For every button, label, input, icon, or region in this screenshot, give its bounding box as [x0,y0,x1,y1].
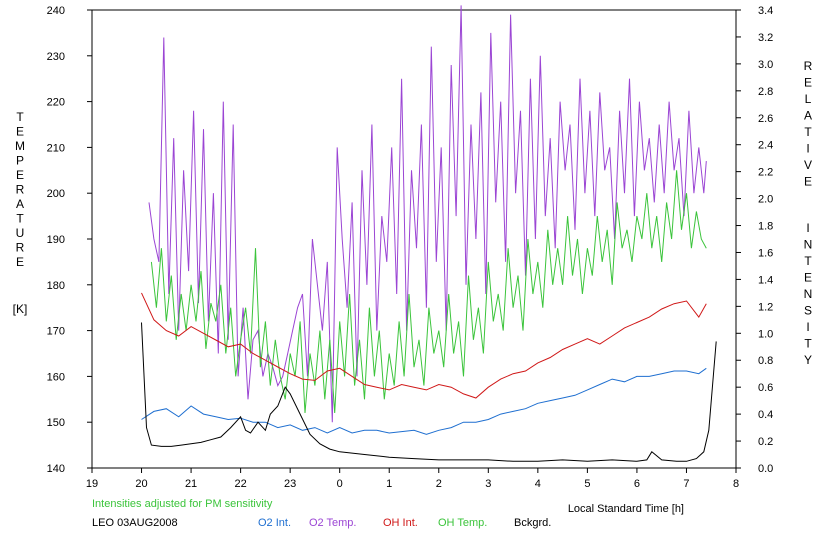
right-tick-label: 0.4 [758,409,773,421]
right-axis-letter: A [804,109,812,123]
left-axis-ticks: 140 150 160 170 180 190 200 210 220 230 240 [47,5,92,475]
left-axis-letter: T [16,212,24,226]
left-axis-letter: E [16,255,24,269]
right-tick-label: 2.4 [758,140,773,152]
series-line-oh-temp [150,170,707,414]
right-tick-label: 3.2 [758,32,773,44]
left-tick-label: 180 [47,280,65,292]
legend-entry: O2 Temp. [309,517,357,529]
right-axis-letter: E [804,271,812,285]
station-label: LEO 03AUG2008 [92,517,178,529]
right-tick-label: 1.0 [758,328,773,340]
right-axis-ticks: 0.0 0.2 0.4 0.6 0.8 1.0 1.2 1.4 1.6 1.8 2.0 2.2 2.4 2… [736,5,773,475]
series-line-o2-int [141,367,707,435]
right-axis-letter: T [804,337,812,351]
x-tick-label: 4 [535,478,541,490]
plot-frame [91,9,737,469]
right-tick-label: 0.2 [758,436,773,448]
right-tick-label: 0.8 [758,355,773,367]
x-tick-label: 22 [234,478,246,490]
right-tick-label: 2.6 [758,113,773,125]
right-tick-label: 2.8 [758,86,773,98]
left-tick-label: 150 [47,417,65,429]
left-axis-letter: M [15,139,25,153]
legend-entry: OH Temp. [438,517,487,529]
right-axis-letter: R [804,59,813,73]
right-axis-letter: N [804,287,813,301]
left-axis-unit: [K] [13,302,28,316]
legend-entry: OH Int. [383,517,418,529]
left-tick-label: 190 [47,234,65,246]
right-axis-letter: I [806,221,809,235]
right-axis-letter: I [806,320,809,334]
series-layer [141,5,717,462]
x-tick-label: 19 [86,478,98,490]
x-tick-label: 7 [683,478,689,490]
right-axis-letter: Y [804,353,812,367]
left-axis-letter: R [16,183,25,197]
x-tick-label: 6 [634,478,640,490]
right-tick-label: 3.4 [758,5,773,17]
right-tick-label: 2.0 [758,194,773,206]
left-axis-letter: T [16,110,24,124]
pm-note: Intensities adjusted for PM sensitivity [92,498,273,510]
right-axis-letter: T [804,254,812,268]
left-tick-label: 140 [47,463,65,475]
right-axis-letter: I [806,142,809,156]
right-axis-letter: S [804,304,812,318]
left-axis-letter: P [16,154,24,168]
right-axis-letter: L [805,92,812,106]
x-tick-label: 1 [386,478,392,490]
right-tick-label: 0.6 [758,382,773,394]
right-tick-label: 1.8 [758,221,773,233]
right-tick-label: 1.2 [758,301,773,313]
legend-entry: O2 Int. [258,517,291,529]
x-axis-label: Local Standard Time [h] [568,503,684,515]
x-axis-ticks: 19 20 21 22 23 0 1 2 3 4 5 6 7 8 [86,468,739,490]
right-axis-letter: E [804,175,812,189]
right-axis-letter: V [804,158,812,172]
legend: O2 Int. O2 Temp. OH Int. OH Temp. Bckgrd. [258,517,551,529]
right-tick-label: 0.0 [758,463,773,475]
left-tick-label: 170 [47,326,65,338]
right-tick-label: 2.2 [758,167,773,179]
x-tick-label: 21 [185,478,197,490]
left-tick-label: 240 [47,5,65,17]
left-tick-label: 160 [47,371,65,383]
right-tick-label: 1.4 [758,274,773,286]
left-axis-letter: E [16,168,24,182]
series-line-o2-temp [148,5,707,423]
left-axis-letter: A [16,197,24,211]
right-axis-letter: E [804,76,812,90]
x-tick-label: 3 [485,478,491,490]
right-tick-label: 3.0 [758,59,773,71]
x-tick-label: 2 [436,478,442,490]
left-tick-label: 210 [47,142,65,154]
x-tick-label: 5 [584,478,590,490]
right-axis-letter: N [804,238,813,252]
left-tick-label: 230 [47,51,65,63]
x-tick-label: 20 [135,478,147,490]
left-tick-label: 200 [47,188,65,200]
left-axis-letter: U [16,226,25,240]
left-axis-letter: E [16,125,24,139]
x-tick-label: 23 [284,478,296,490]
right-tick-label: 1.6 [758,247,773,259]
left-tick-label: 220 [47,97,65,109]
legend-entry: Bckgrd. [514,517,551,529]
x-tick-label: 8 [733,478,739,490]
left-axis-letter: R [16,241,25,255]
right-axis-letter: T [804,125,812,139]
series-line-oh-int [141,292,707,399]
x-tick-label: 0 [337,478,343,490]
series-line-bckgrd [141,322,717,462]
